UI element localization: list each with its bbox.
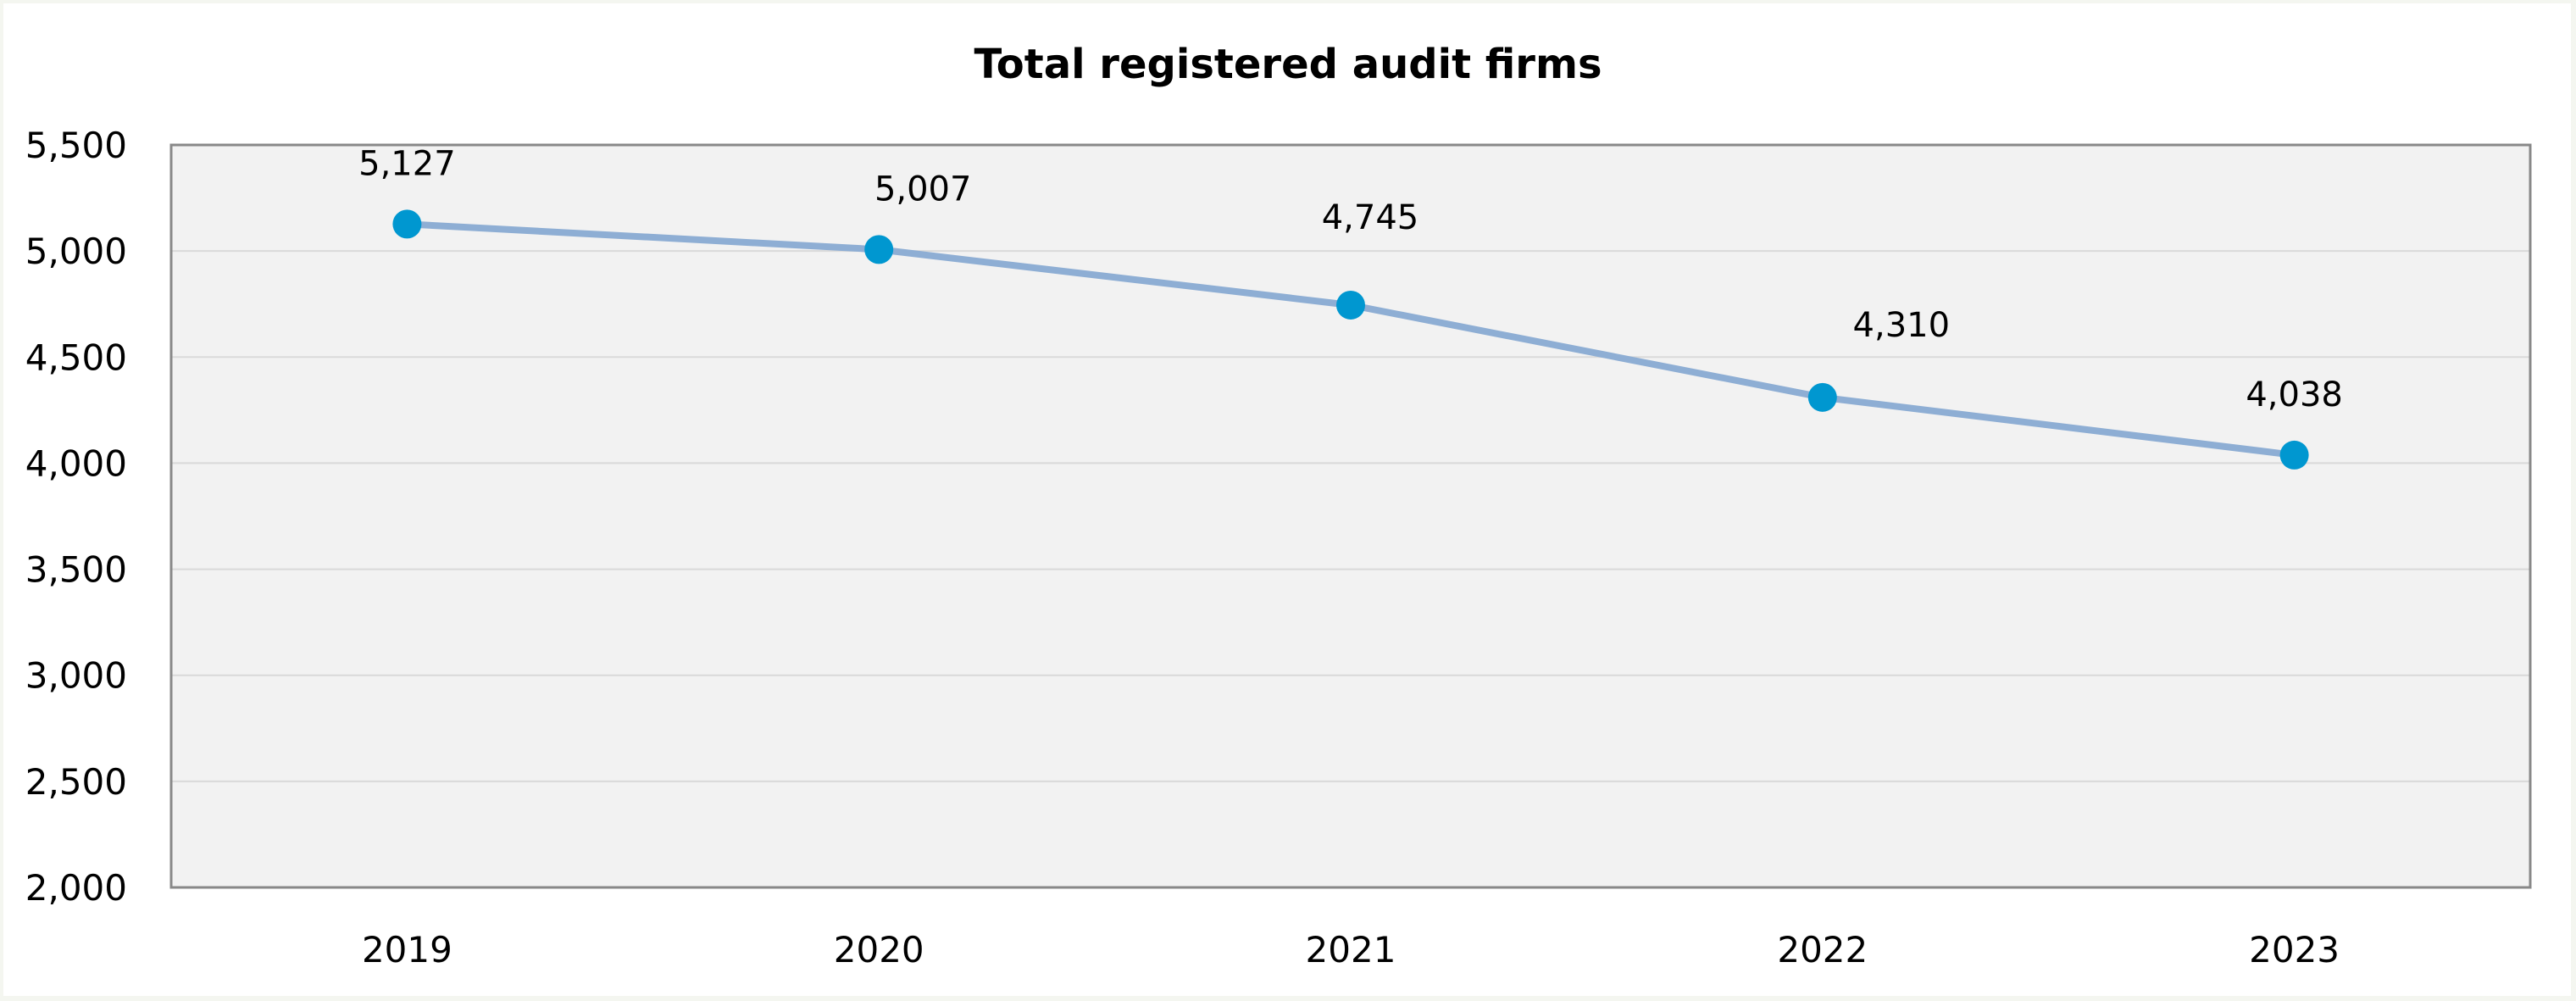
y-tick-label: 5,500	[25, 125, 127, 166]
data-label: 4,038	[2246, 375, 2343, 414]
plot-background	[171, 145, 2530, 887]
y-tick-label: 4,500	[25, 336, 127, 378]
data-point	[864, 235, 894, 264]
y-tick-label: 2,000	[25, 867, 127, 909]
data-label: 5,007	[874, 170, 972, 209]
chart-frame: Total registered audit firms 2,000 2,500 3…	[3, 3, 2571, 996]
x-tick-label: 2020	[834, 929, 924, 970]
y-tick-label: 4,000	[25, 442, 127, 484]
data-label: 5,127	[358, 144, 456, 183]
y-tick-label: 5,000	[25, 231, 127, 272]
data-point	[1807, 382, 1837, 412]
line-chart: Total registered audit firms 2,000 2,500 3…	[25, 41, 2532, 970]
y-tick-label: 2,500	[25, 761, 127, 803]
plot-border	[169, 143, 2532, 889]
x-tick-label: 2023	[2249, 929, 2340, 970]
data-point	[392, 209, 422, 239]
plot-area: 2,000 2,500 3,000 3,500 4,000 4,500 5,000 5,500…	[25, 125, 2532, 970]
data-point	[1336, 290, 1365, 320]
x-tick-label: 2021	[1306, 929, 1396, 970]
data-label: 4,310	[1853, 306, 1951, 345]
x-tick-label: 2019	[362, 929, 452, 970]
x-tick-label: 2022	[1777, 929, 1868, 970]
data-point	[2279, 440, 2309, 470]
y-tick-label: 3,500	[25, 549, 127, 591]
y-tick-label: 3,000	[25, 655, 127, 697]
data-label: 4,745	[1322, 198, 1419, 237]
chart-title: Total registered audit firms	[974, 41, 1602, 88]
